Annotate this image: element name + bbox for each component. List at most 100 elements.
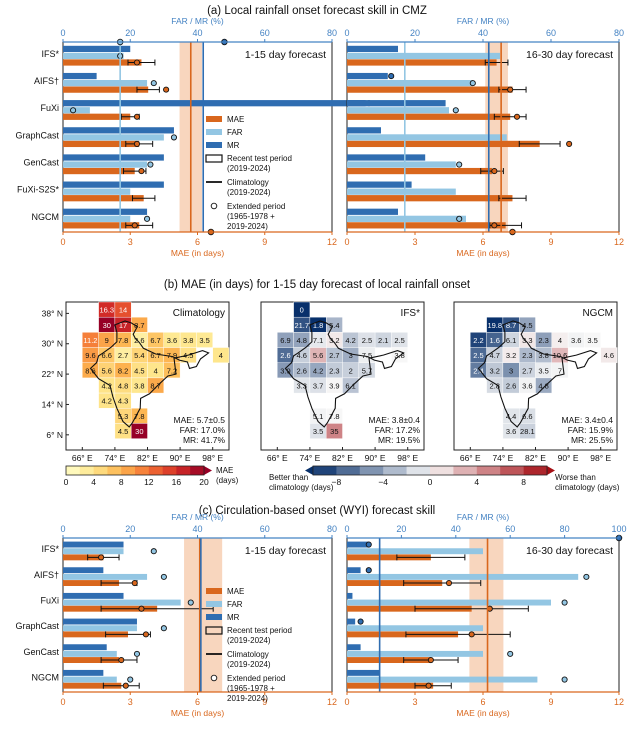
cell-value: 5.6 [102, 366, 112, 375]
cell-value: 4.5 [134, 366, 144, 375]
model-label: FuXi [40, 103, 59, 113]
mae-extended-marker [133, 140, 141, 147]
cell-value: 7.8 [329, 412, 339, 421]
legend-climatology-period: (2019-2024) [227, 188, 271, 197]
colorbar-right-label2: climatology (days) [555, 483, 620, 492]
legend-extended-period: (1965-1978 + [227, 212, 275, 221]
lat-tick-label: 38° N [42, 308, 63, 318]
mae-extended-marker [131, 579, 138, 587]
top-tick-label: 40 [192, 28, 202, 38]
grid-cell [600, 347, 618, 363]
panel-title: 16-30 day forecast [526, 545, 613, 557]
mae-bar [347, 167, 493, 175]
far-bar [347, 676, 538, 683]
mr-bar [347, 669, 380, 676]
cell-value: 3.8 [134, 381, 144, 390]
far-bar [347, 625, 483, 632]
colorbar-segment [176, 466, 191, 475]
far-bar [63, 676, 117, 683]
far-bar [63, 188, 131, 195]
cell-value: 2.6 [297, 366, 307, 375]
far-bar [63, 650, 117, 657]
cell-value: 2.1 [378, 336, 388, 345]
cell-value: 4.6 [297, 351, 307, 360]
legend-recent-label: Recent test period [227, 154, 292, 163]
colorbar-left-label2: climatology (days) [269, 483, 334, 492]
mr-extended-marker [365, 567, 372, 574]
top-tick-label: 0 [344, 524, 349, 534]
far-extended-marker [452, 107, 459, 114]
model-label: GenCast [23, 158, 59, 168]
mr-bar [347, 154, 426, 161]
colorbar-left-label: Better than [269, 473, 308, 482]
legend-far-label: FAR [227, 600, 243, 609]
lon-tick-label: 90° E [558, 453, 579, 463]
bottom-tick-label: 9 [548, 237, 553, 247]
cell-value: 2.3 [538, 336, 548, 345]
model-label: NGCM [32, 212, 60, 222]
far-bar [347, 650, 483, 657]
colorbar-segment [453, 466, 478, 475]
colorbar-segment [148, 466, 163, 475]
bottom-tick-label: 6 [195, 697, 200, 707]
cell-value: 3.5 [313, 427, 323, 436]
far-extended-marker [561, 676, 568, 683]
cell-value: 9.6 [85, 351, 95, 360]
cell-value: 3.3 [522, 336, 532, 345]
far-extended-marker [160, 573, 167, 580]
mae-bar [347, 222, 506, 229]
cell-value: 7 [558, 366, 562, 375]
map-label: NGCM [582, 308, 613, 319]
cell-value: 3.9 [280, 366, 290, 375]
cell-value: 2.7 [118, 351, 128, 360]
panel-title: 1-15 day forecast [245, 545, 326, 557]
bottom-axis-label: MAE (in days) [171, 248, 225, 258]
panel-title: 1-15 day forecast [245, 49, 326, 61]
title-b: (b) MAE (in days) for 1-15 day forecast … [164, 279, 471, 291]
cell-value: 6.1 [506, 336, 516, 345]
cell-value: 2.2 [473, 336, 483, 345]
cell-value: 4 [154, 366, 158, 375]
mr-bar [63, 592, 124, 599]
bottom-tick-label: 6 [480, 697, 485, 707]
cell-value: 2.5 [473, 351, 483, 360]
far-bar [63, 107, 90, 114]
cell-value: 6.1 [345, 381, 355, 390]
mae-extended-marker [131, 222, 138, 229]
colorbar-segment [313, 466, 337, 475]
colorbar-tick-label: 0 [64, 477, 69, 487]
mae-bar [63, 195, 144, 202]
mae-extended-marker [138, 168, 145, 175]
bottom-tick-label: 6 [195, 237, 200, 247]
colorbar-label: MAE [216, 466, 233, 475]
cell-value: 5.7 [362, 366, 372, 375]
colorbar-tick-label: −4 [378, 477, 388, 487]
far-extended-marker [456, 161, 463, 168]
cell-value: 2.7 [329, 351, 339, 360]
top-tick-label: 60 [546, 28, 556, 38]
colorbar-tick-label: 4 [474, 477, 479, 487]
cell-value: 4.3 [118, 397, 128, 406]
lon-tick-label: 90° E [365, 453, 386, 463]
colorbar-segment [476, 466, 501, 475]
far-bar [347, 107, 449, 114]
far-extended-marker [144, 215, 151, 222]
model-label: GraphCast [15, 621, 59, 631]
mr-bar [347, 127, 381, 134]
colorbar-segment [406, 466, 431, 475]
bottom-tick-label: 3 [412, 697, 417, 707]
cell-value: 2.6 [134, 336, 144, 345]
mr-bar [347, 592, 353, 599]
mae-extended-marker [142, 631, 149, 638]
climatology-map: 16.3 14 30 17 8.7 11.2 9 7.8 2.6 6.7 3.6 3.8 3.5 9.6 6… [42, 301, 230, 463]
cell-value: 4.8 [538, 381, 548, 390]
far-bar [347, 134, 507, 141]
model-label: GenCast [23, 647, 59, 657]
mae-climatology-range [469, 538, 504, 692]
top-axis-label: FAR / MR (%) [171, 512, 224, 522]
top-tick-label: 80 [614, 28, 624, 38]
mae-extended-marker [513, 113, 521, 120]
mae-extended-marker [138, 605, 145, 612]
